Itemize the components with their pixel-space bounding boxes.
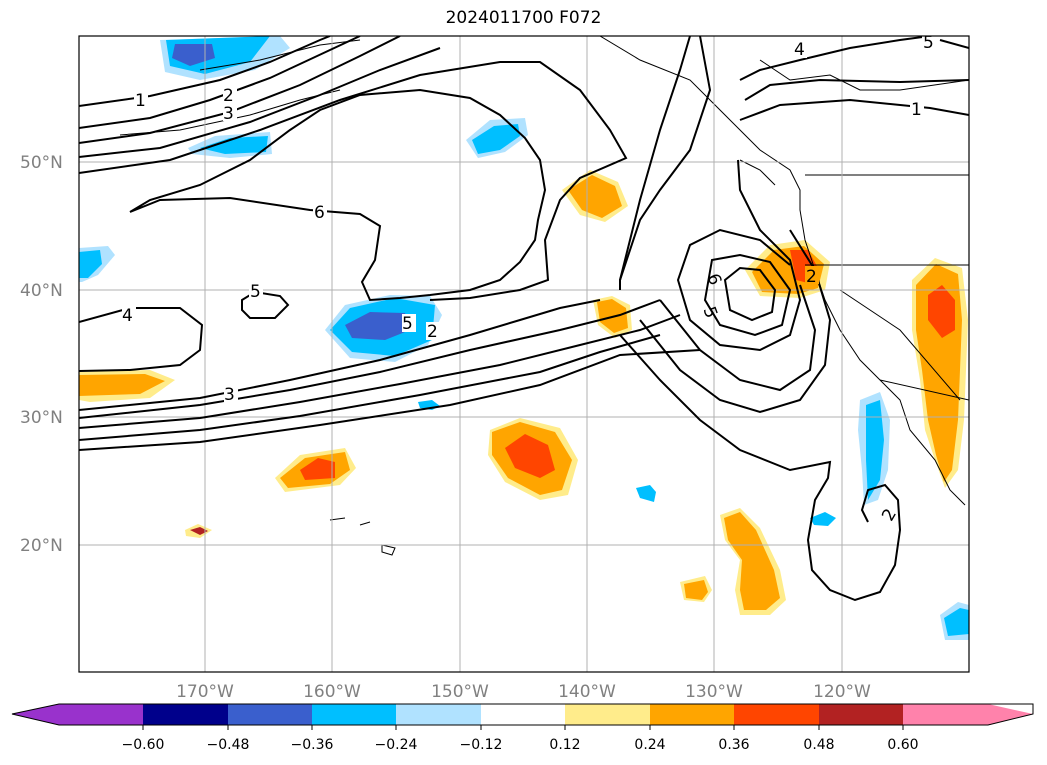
lat-label-30: 30°N (20, 408, 63, 428)
contour-label: 2 (223, 86, 234, 106)
map-title: 2024011700 F072 (445, 8, 602, 28)
coastlines (119, 36, 969, 556)
colorbar-segment (59, 704, 143, 725)
contour-label: 5 (699, 304, 721, 321)
colorbar-segment (228, 704, 312, 725)
colorbar-tick-label: 0.12 (549, 737, 580, 753)
colorbar-segment (734, 704, 819, 725)
contour-label: 5 (923, 33, 934, 53)
shaded-anomalies (79, 36, 969, 640)
colorbar-segment (819, 704, 903, 725)
contour-lines (79, 36, 969, 602)
colorbar-tick-label: 0.24 (634, 737, 665, 753)
contour-label: 4 (794, 40, 805, 60)
colorbar-ticks (142, 725, 904, 730)
lon-label-160w: 160°W (303, 682, 361, 702)
colorbar-tick-label: −0.12 (460, 737, 503, 753)
longitude-labels: 170°W 160°W 150°W 140°W 130°W 120°W (176, 682, 871, 702)
lat-label-20: 20°N (20, 536, 63, 556)
contour-label: 1 (911, 100, 922, 120)
colorbar-tick-label: 0.48 (803, 737, 834, 753)
contour-label: 2 (806, 267, 817, 287)
colorbar-tick-label: 0.60 (887, 737, 918, 753)
contour-label: 4 (122, 306, 133, 326)
colorbar: −0.60 −0.48 −0.36 −0.24 −0.12 0.12 0.24 … (11, 703, 1034, 753)
contour-label: 6 (314, 203, 325, 223)
colorbar-segment (565, 704, 650, 725)
colorbar-tick-label: −0.60 (122, 737, 165, 753)
lon-label-170w: 170°W (176, 682, 234, 702)
contour-label: 2 (878, 505, 901, 524)
colorbar-segment (903, 704, 988, 725)
map-frame (78, 35, 970, 673)
lon-label-120w: 120°W (813, 682, 871, 702)
lat-label-50: 50°N (20, 153, 63, 173)
colorbar-segment (481, 704, 565, 725)
contour-label-group: 1 2 3 6 5 4 5 2 3 6 5 2 4 5 1 2 (122, 33, 936, 525)
contour-label: 2 (427, 322, 438, 342)
lat-label-40: 40°N (20, 281, 63, 301)
gridlines (79, 36, 969, 672)
lon-label-140w: 140°W (558, 682, 616, 702)
contour-label: 1 (135, 91, 146, 111)
lon-label-130w: 130°W (685, 682, 743, 702)
contour-label: 3 (223, 104, 234, 124)
colorbar-tick-label: −0.36 (291, 737, 334, 753)
latitude-labels: 50°N 40°N 30°N 20°N (20, 153, 63, 556)
colorbar-outline (11, 703, 1034, 726)
colorbar-extend-right (988, 704, 1033, 725)
colorbar-extend-left (12, 704, 59, 725)
colorbar-tick-label: −0.48 (207, 737, 250, 753)
colorbar-tick-label: 0.36 (718, 737, 749, 753)
colorbar-segment (143, 704, 228, 725)
contour-label: 5 (250, 282, 261, 302)
colorbar-segments (12, 704, 1033, 725)
contour-label: 5 (402, 314, 413, 334)
colorbar-segment (312, 704, 396, 725)
colorbar-segment (396, 704, 481, 725)
contour-label: 3 (224, 385, 235, 405)
lon-label-150w: 150°W (431, 682, 489, 702)
colorbar-tick-label: −0.24 (375, 737, 418, 753)
colorbar-segment (650, 704, 734, 725)
